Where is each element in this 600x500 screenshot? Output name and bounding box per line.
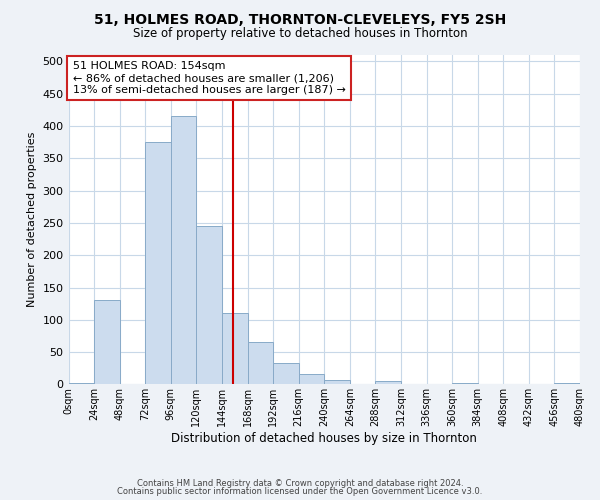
Text: Contains HM Land Registry data © Crown copyright and database right 2024.: Contains HM Land Registry data © Crown c… — [137, 478, 463, 488]
Text: Size of property relative to detached houses in Thornton: Size of property relative to detached ho… — [133, 28, 467, 40]
Bar — [196, 226, 222, 384]
Text: 51 HOLMES ROAD: 154sqm
← 86% of detached houses are smaller (1,206)
13% of semi-: 51 HOLMES ROAD: 154sqm ← 86% of detached… — [73, 62, 346, 94]
Bar — [248, 342, 273, 384]
Bar — [222, 314, 248, 384]
Bar — [145, 142, 171, 384]
Bar — [554, 383, 580, 384]
Bar — [376, 381, 401, 384]
Bar — [452, 383, 478, 384]
Bar — [171, 116, 196, 384]
Bar — [299, 374, 324, 384]
Text: 51, HOLMES ROAD, THORNTON-CLEVELEYS, FY5 2SH: 51, HOLMES ROAD, THORNTON-CLEVELEYS, FY5… — [94, 12, 506, 26]
Bar — [94, 300, 119, 384]
X-axis label: Distribution of detached houses by size in Thornton: Distribution of detached houses by size … — [172, 432, 477, 445]
Bar — [273, 363, 299, 384]
Bar — [68, 383, 94, 384]
Text: Contains public sector information licensed under the Open Government Licence v3: Contains public sector information licen… — [118, 487, 482, 496]
Bar — [324, 380, 350, 384]
Y-axis label: Number of detached properties: Number of detached properties — [27, 132, 37, 308]
